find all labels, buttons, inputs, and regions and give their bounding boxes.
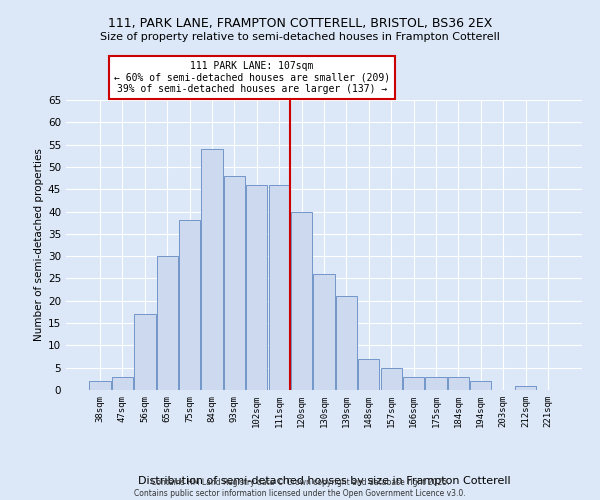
Text: 111 PARK LANE: 107sqm
← 60% of semi-detached houses are smaller (209)
39% of sem: 111 PARK LANE: 107sqm ← 60% of semi-deta… [113,61,390,94]
Bar [448,376,469,390]
Bar [269,185,290,390]
Bar [134,314,155,390]
Bar [403,376,424,390]
Bar [515,386,536,390]
Text: Size of property relative to semi-detached houses in Frampton Cotterell: Size of property relative to semi-detach… [100,32,500,42]
X-axis label: Distribution of semi-detached houses by size in Frampton Cotterell: Distribution of semi-detached houses by … [137,476,511,486]
Bar [179,220,200,390]
Bar [224,176,245,390]
Bar [112,376,133,390]
Bar [358,359,379,390]
Bar [313,274,335,390]
Bar [89,381,111,390]
Bar [380,368,402,390]
Y-axis label: Number of semi-detached properties: Number of semi-detached properties [34,148,44,342]
Bar [336,296,357,390]
Bar [470,381,491,390]
Text: 111, PARK LANE, FRAMPTON COTTERELL, BRISTOL, BS36 2EX: 111, PARK LANE, FRAMPTON COTTERELL, BRIS… [108,18,492,30]
Bar [157,256,178,390]
Bar [425,376,446,390]
Text: Contains HM Land Registry data © Crown copyright and database right 2025.
Contai: Contains HM Land Registry data © Crown c… [134,478,466,498]
Bar [291,212,312,390]
Bar [202,149,223,390]
Bar [246,185,268,390]
